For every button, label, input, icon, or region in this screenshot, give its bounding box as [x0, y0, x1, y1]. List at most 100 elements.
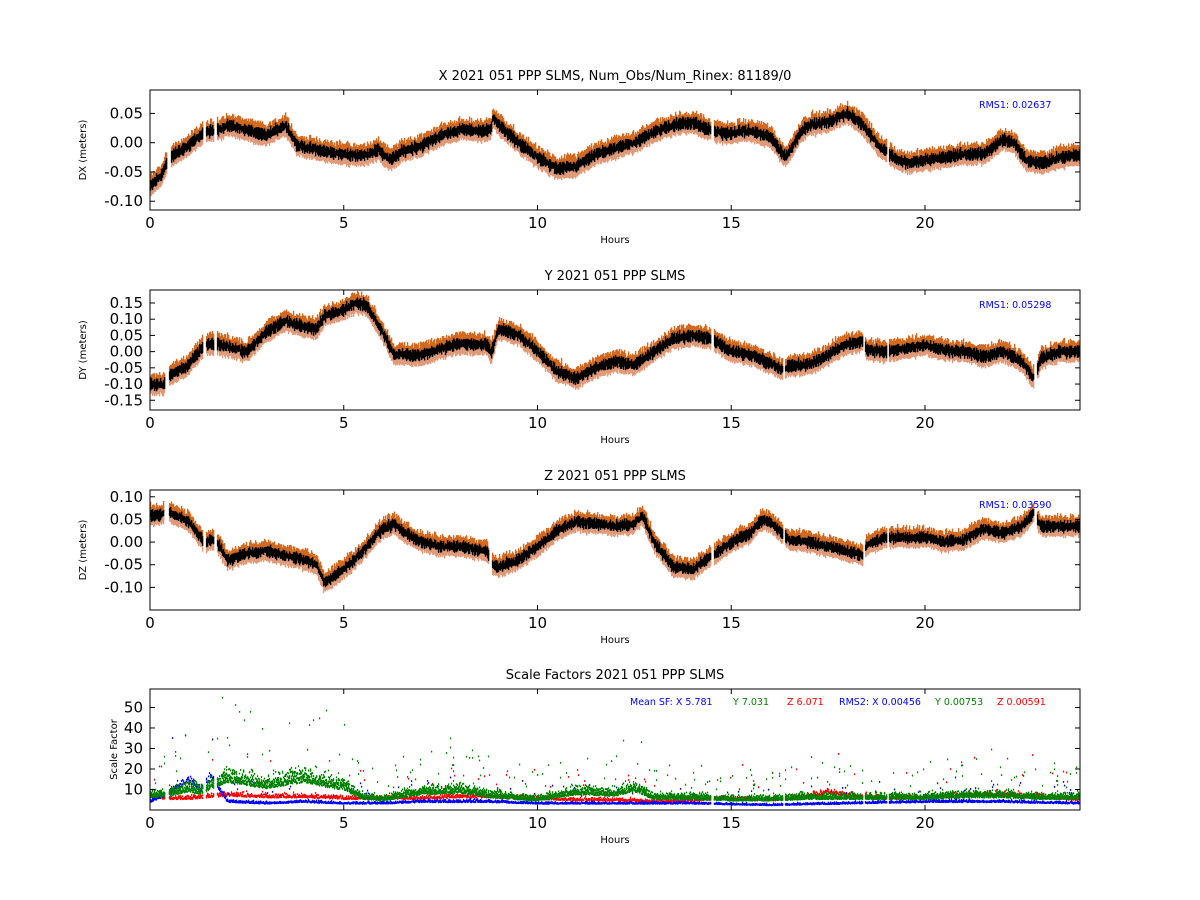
trace-mark: [433, 347, 436, 356]
band-mark: [751, 355, 754, 365]
band-mark: [1054, 147, 1057, 160]
trace-mark: [179, 148, 182, 155]
band-mark: [983, 345, 986, 356]
trace-mark: [197, 350, 200, 357]
trace-mark: [321, 314, 324, 326]
band-mark: [554, 358, 557, 371]
band-mark: [998, 130, 1001, 142]
trace-mark: [355, 152, 358, 160]
band-mark: [363, 155, 366, 167]
band-mark: [415, 355, 418, 367]
trace-mark: [992, 140, 995, 152]
band-mark: [505, 131, 508, 143]
band-mark: [399, 152, 402, 164]
band-mark: [237, 340, 240, 349]
band-mark: [768, 126, 771, 138]
trace-mark: [819, 120, 822, 128]
band-mark: [998, 141, 1001, 153]
band-mark: [688, 122, 691, 133]
band-mark: [826, 355, 829, 366]
band-mark: [241, 117, 244, 129]
band-mark: [462, 331, 465, 343]
band-mark: [546, 162, 549, 175]
band-mark: [699, 113, 702, 126]
band-mark: [380, 152, 383, 163]
trace-mark: [1072, 148, 1075, 162]
trace-mark: [262, 129, 265, 140]
trace-mark: [401, 347, 404, 360]
band-mark: [1014, 145, 1017, 158]
band-mark: [750, 344, 753, 357]
band-mark: [455, 121, 458, 132]
band-mark: [326, 315, 329, 325]
band-mark: [403, 354, 406, 366]
band-mark: [163, 156, 166, 169]
band-mark: [844, 115, 847, 126]
trace-mark: [751, 126, 754, 136]
band-mark: [467, 130, 470, 140]
band-mark: [935, 149, 938, 159]
band-mark: [350, 154, 353, 164]
band-mark: [195, 138, 198, 150]
band-mark: [830, 343, 833, 353]
band-mark: [1033, 151, 1036, 163]
band-mark: [971, 353, 974, 364]
band-mark: [311, 138, 314, 149]
band-mark: [614, 149, 617, 162]
band-mark: [866, 131, 869, 144]
band-mark: [559, 373, 562, 384]
trace-mark: [158, 381, 161, 389]
band-mark: [962, 338, 965, 351]
band-mark: [244, 350, 247, 361]
trace-mark: [239, 348, 242, 356]
trace-mark: [440, 342, 443, 355]
trace-mark: [594, 151, 597, 158]
band-mark: [224, 334, 227, 348]
band-mark: [1066, 148, 1069, 158]
trace-mark: [987, 147, 990, 154]
band-mark: [530, 336, 533, 346]
trace-mark: [1050, 153, 1053, 166]
trace-mark: [152, 178, 155, 187]
band-mark: [338, 304, 341, 313]
band-mark: [385, 339, 388, 349]
band-mark: [809, 355, 812, 364]
band-mark: [1060, 157, 1063, 168]
band-mark: [151, 373, 154, 386]
band-mark: [372, 307, 375, 317]
band-mark: [161, 385, 164, 397]
band-mark: [994, 353, 997, 365]
trace-mark: [565, 160, 568, 173]
band-mark: [308, 134, 311, 148]
band-mark: [568, 167, 571, 179]
trace-mark: [362, 151, 365, 159]
band-mark: [957, 146, 960, 157]
band-mark: [853, 106, 856, 119]
band-mark: [415, 343, 418, 356]
band-mark: [282, 118, 285, 127]
trace-mark: [898, 156, 901, 164]
band-mark: [897, 161, 900, 171]
trace-mark: [969, 147, 972, 161]
band-mark: [267, 133, 270, 144]
band-mark: [955, 155, 958, 166]
band-mark: [502, 118, 505, 129]
trace-mark: [1051, 155, 1054, 164]
trace-mark: [526, 143, 529, 155]
trace-mark: [735, 129, 738, 138]
trace-mark: [340, 306, 343, 316]
band-mark: [454, 332, 457, 346]
band-mark: [406, 149, 409, 161]
band-mark: [674, 339, 677, 350]
band-mark: [731, 133, 734, 144]
trace-mark: [974, 148, 977, 160]
band-mark: [980, 344, 983, 357]
band-mark: [660, 347, 663, 359]
trace-mark: [438, 131, 441, 144]
band-mark: [1029, 361, 1032, 374]
band-mark: [493, 342, 496, 354]
band-mark: [569, 376, 572, 386]
band-mark: [736, 342, 739, 353]
trace-mark: [675, 117, 678, 130]
band-mark: [812, 125, 815, 137]
